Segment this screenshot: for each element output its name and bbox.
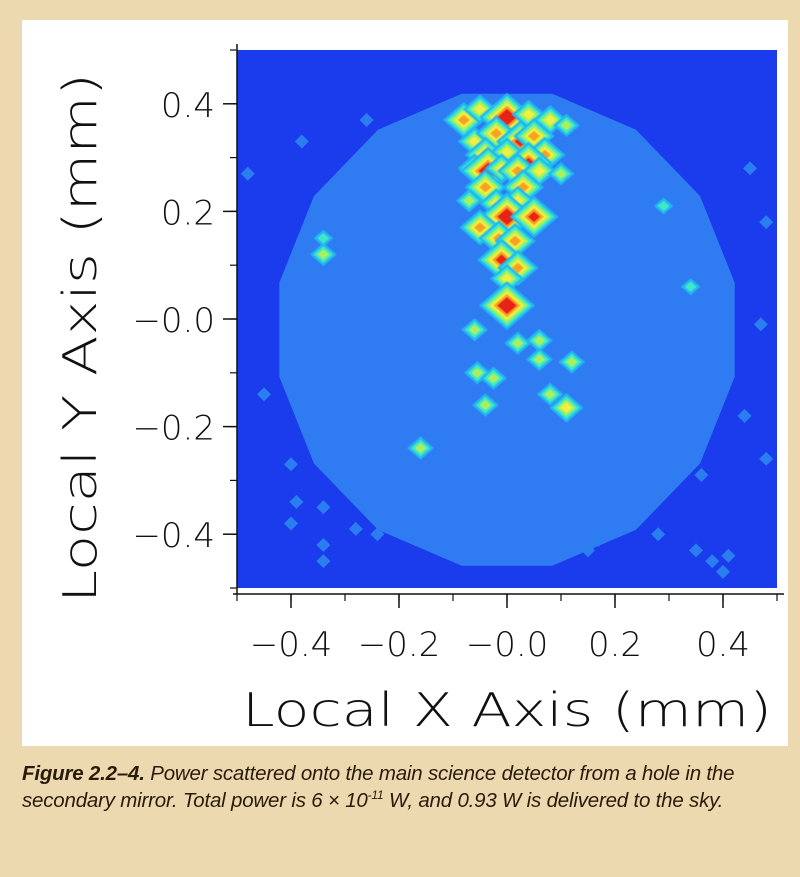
y-tick-label: −0.0: [132, 301, 215, 341]
plot-area: [237, 50, 777, 588]
caption-label: Figure 2.2–4.: [22, 762, 145, 785]
x-axis-label: Local X Axis (mm): [242, 683, 772, 737]
x-tick-label: 0.4: [696, 625, 750, 665]
y-tick-label: 0.4: [161, 86, 215, 126]
x-tick-label: 0.2: [588, 625, 642, 665]
x-tick-label: −0.4: [250, 625, 333, 665]
y-axis-label: Local Y Axis (mm): [53, 73, 107, 603]
caption-exponent: -11: [368, 788, 384, 802]
x-tick-label: −0.2: [358, 625, 441, 665]
x-tick-label: −0.0: [466, 625, 549, 665]
y-tick-label: −0.4: [132, 516, 215, 556]
y-tick-label: −0.2: [132, 409, 215, 449]
caption-text-2: W, and 0.93 W is delivered to the sky.: [383, 789, 723, 812]
y-tick-label: 0.2: [161, 193, 215, 233]
figure-caption: Figure 2.2–4. Power scattered onto the m…: [22, 760, 788, 814]
figure-panel: 0.4 0.2 −0.0 −0.2 −0.4 −0.4 −0.2 −0.0 0.2 0.4 Loc…: [22, 20, 788, 746]
heatmap-chart: 0.4 0.2 −0.0 −0.2 −0.4 −0.4 −0.2 −0.0 0.2 0.4 Loc…: [22, 20, 788, 746]
